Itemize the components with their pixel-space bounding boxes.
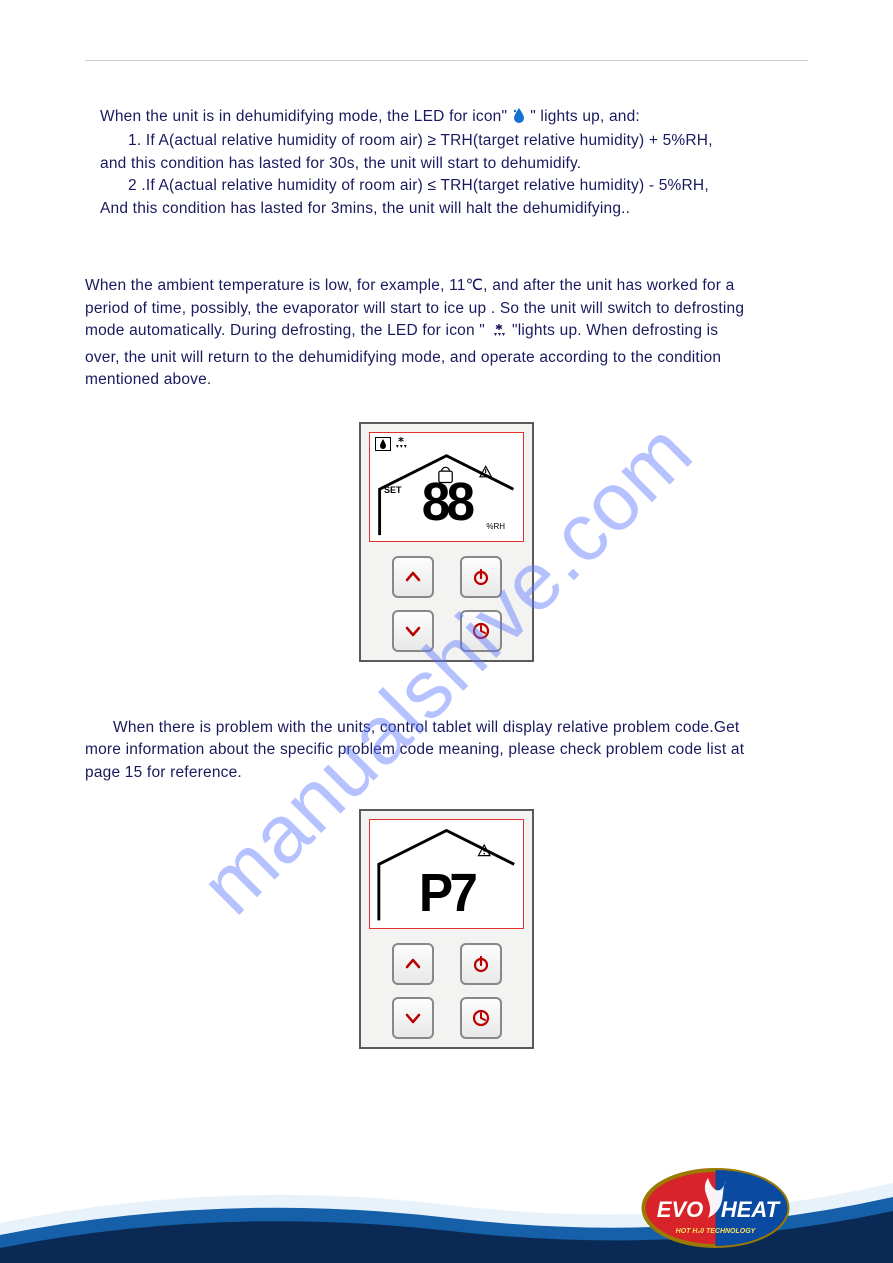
- paragraph-problem-code: When there is problem with the units, co…: [85, 717, 808, 784]
- button-grid-2: [361, 933, 532, 1039]
- p2-l4: over, the unit will return to the dehumi…: [85, 349, 721, 366]
- logo-right-text: HEAT: [721, 1197, 781, 1222]
- lcd-unit-1: %RH: [486, 522, 505, 531]
- lcd-2: P7: [369, 819, 524, 929]
- p1-l1a: When the unit is in dehumidifying mode, …: [100, 108, 512, 125]
- water-drop-icon: [512, 107, 526, 130]
- timer-button[interactable]: [460, 997, 502, 1039]
- paragraph-defrost: When the ambient temperature is low, for…: [85, 275, 808, 391]
- paragraph-dehumidify: When the unit is in dehumidifying mode, …: [85, 106, 808, 220]
- logo-left-text: EVO: [657, 1197, 703, 1222]
- lcd-1: SET 88 %RH: [369, 432, 524, 542]
- page-footer: EVO HEAT HOT H₂0 TECHNOLOGY: [0, 1163, 893, 1263]
- lcd-icons-row: [375, 437, 409, 451]
- timer-button[interactable]: [460, 610, 502, 652]
- p2-l3a: mode automatically. During defrosting, t…: [85, 322, 490, 339]
- p2-l2: period of time, possibly, the evaporator…: [85, 300, 744, 317]
- p1-l3: and this condition has lasted for 30s, t…: [100, 155, 581, 172]
- manual-page: When the unit is in dehumidifying mode, …: [0, 0, 893, 1049]
- p1-l5: And this condition has lasted for 3mins,…: [100, 200, 630, 217]
- p1-l4: 2 .If A(actual relative humidity of room…: [128, 177, 709, 194]
- p1-l2: 1. If A(actual relative humidity of room…: [128, 132, 713, 149]
- lcd-drop-icon: [375, 437, 391, 451]
- p3-l2: more information about the specific prob…: [85, 741, 744, 758]
- tablet1-wrap: SET 88 %RH: [85, 422, 808, 662]
- up-button[interactable]: [392, 556, 434, 598]
- p3-l1: When there is problem with the units, co…: [113, 719, 739, 736]
- p3-l3: page 15 for reference.: [85, 764, 242, 781]
- up-button[interactable]: [392, 943, 434, 985]
- defrost-icon: [490, 323, 508, 346]
- p2-l3b: "lights up. When defrosting is: [512, 322, 718, 339]
- lcd-big-2: P7: [374, 862, 519, 924]
- power-button[interactable]: [460, 556, 502, 598]
- button-grid-1: [361, 546, 532, 652]
- down-button[interactable]: [392, 997, 434, 1039]
- p2-l5: mentioned above.: [85, 371, 211, 388]
- p2-l1: When the ambient temperature is low, for…: [85, 277, 734, 294]
- top-rule: [85, 60, 808, 61]
- down-button[interactable]: [392, 610, 434, 652]
- lcd-defrost-icon: [393, 437, 409, 451]
- control-tablet-2: P7: [359, 809, 534, 1049]
- brand-logo: EVO HEAT HOT H₂0 TECHNOLOGY: [638, 1163, 793, 1253]
- p1-l1b: " lights up, and:: [530, 108, 640, 125]
- control-tablet-1: SET 88 %RH: [359, 422, 534, 662]
- logo-tagline: HOT H₂0 TECHNOLOGY: [676, 1228, 757, 1235]
- power-button[interactable]: [460, 943, 502, 985]
- tablet2-wrap: P7: [85, 809, 808, 1049]
